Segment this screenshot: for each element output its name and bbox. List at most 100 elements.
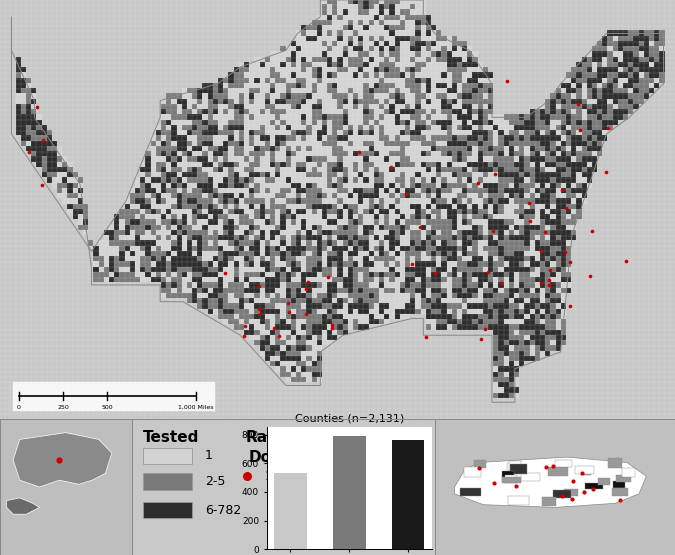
Point [603,123,614,132]
Point [510,481,521,490]
Point [480,324,491,333]
Point [474,464,485,473]
Point [495,279,506,287]
Point [239,331,250,340]
Point [421,332,431,341]
Point [567,495,578,504]
Point [556,492,567,501]
Point [576,469,587,478]
Point [556,186,567,195]
Point [253,281,264,290]
Point [32,103,43,112]
Bar [506,463,518,473]
Bar [392,440,425,549]
Point [400,190,411,199]
Point [220,268,231,277]
Point [568,477,578,486]
Point [483,268,493,276]
Bar [542,497,556,507]
Point [525,216,536,225]
Point [523,199,534,208]
Point [587,485,598,493]
Text: 1: 1 [205,449,213,462]
Bar [508,496,529,504]
Point [24,148,34,157]
Point [535,246,546,255]
Bar [502,471,514,481]
Bar [574,466,594,474]
Text: 2-5: 2-5 [205,475,225,488]
Text: 1 dot = 1: 1 dot = 1 [265,470,321,483]
Point [429,269,440,278]
Polygon shape [454,457,646,507]
Bar [142,473,192,490]
Point [539,228,550,236]
Point [323,273,333,282]
Bar [460,488,481,496]
Point [327,324,338,332]
Point [573,99,584,108]
Bar [521,473,540,481]
Bar [564,489,578,496]
Bar [556,460,572,467]
Bar [622,468,635,477]
Bar [612,487,628,496]
Point [242,472,253,481]
Bar [597,478,610,485]
Bar [142,447,192,464]
Point [254,304,265,313]
Text: 250: 250 [57,405,69,410]
Point [302,278,313,287]
Bar [553,491,571,498]
Point [36,181,47,190]
Text: 6-782: 6-782 [205,503,242,517]
Point [255,310,266,319]
Point [559,247,570,256]
Text: Tested: Tested [142,430,199,445]
Point [475,335,486,344]
Text: 500: 500 [101,405,113,410]
Point [300,310,311,319]
Point [545,266,556,275]
Point [269,324,279,332]
Point [620,256,631,265]
Point [327,321,338,330]
Point [547,462,558,471]
Point [489,170,500,179]
Bar [142,502,192,518]
Bar [333,436,366,549]
Point [407,260,418,269]
Text: Rabid: Rabid [245,430,294,445]
Bar [616,475,631,482]
Point [414,223,425,232]
Point [565,258,576,266]
Point [240,321,251,330]
Point [300,285,311,294]
Bar [473,460,486,468]
Point [472,178,483,187]
Bar [581,468,591,475]
Point [501,77,512,85]
Bar [608,458,622,468]
Point [600,167,611,176]
Point [614,496,625,504]
Point [487,226,498,235]
Bar [506,475,517,483]
Point [543,275,554,284]
Polygon shape [7,498,39,514]
Bar [547,467,568,476]
Point [543,280,554,289]
Bar [464,467,481,477]
Point [585,271,595,280]
Text: Dogs: Dogs [248,450,291,465]
Point [385,163,396,171]
Bar [509,461,521,471]
Point [37,136,48,145]
Point [540,463,551,472]
Point [575,125,586,134]
Point [283,299,294,307]
Point [536,279,547,287]
Bar [274,473,306,549]
Bar [585,483,603,489]
Text: 0: 0 [17,405,21,410]
